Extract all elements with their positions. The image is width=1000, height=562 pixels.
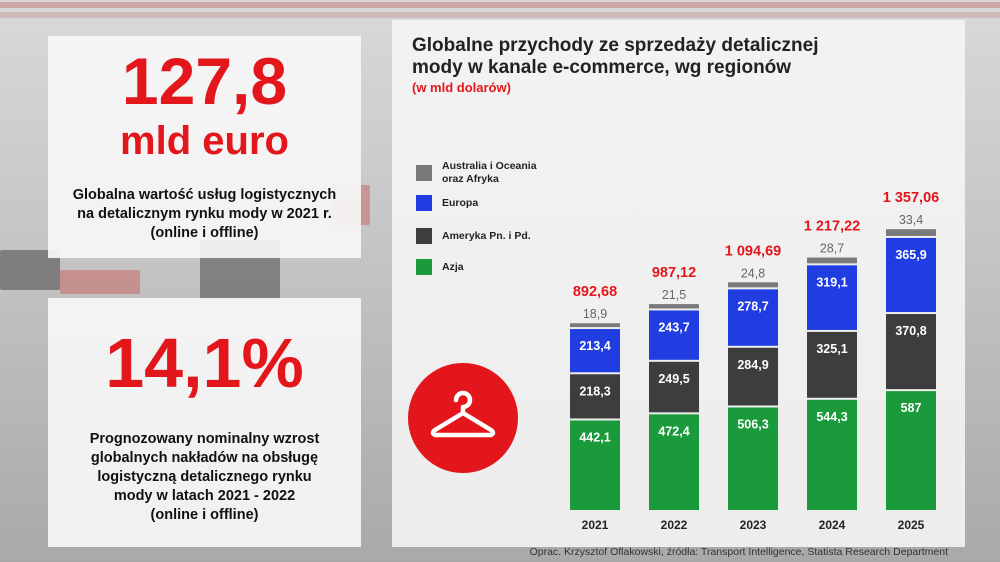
- stat-description-line: Prognozowany nominalny wzrost: [89, 431, 320, 447]
- legend-swatch: [416, 165, 432, 181]
- legend-label-line: oraz Afryka: [442, 173, 499, 185]
- legend-label: Azja: [442, 260, 464, 273]
- legend-swatch: [416, 195, 432, 211]
- legend-item-azja: Azja: [416, 259, 464, 275]
- stat-description: Prognozowany nominalny wzrost globalnych…: [48, 430, 361, 525]
- chart-title-line: Globalne przychody ze sprzedaży detalicz…: [412, 35, 819, 56]
- stat-description-line: (online i offline): [150, 225, 259, 241]
- stat-description-line: logistyczną detalicznego rynku: [97, 469, 312, 485]
- stat-description-line: Globalna wartość usług logistycznych: [72, 187, 337, 203]
- stat-number: 14,1%: [105, 324, 304, 402]
- background-stripe: [0, 2, 1000, 8]
- hanger-icon: [408, 363, 518, 473]
- stat-number: 127,8: [121, 44, 288, 118]
- legend-item-europa: Europa: [416, 195, 478, 211]
- hanger-icon-graphic: [430, 390, 496, 438]
- legend-swatch: [416, 259, 432, 275]
- stat-panel-growth: 14,1% Prognozowany nominalny wzrost glob…: [48, 298, 361, 547]
- stat-description-line: mody w latach 2021 - 2022: [113, 488, 296, 504]
- legend-label-line: Australia i Oceania: [442, 160, 537, 172]
- stat-description: Globalna wartość usług logistycznych na …: [48, 186, 361, 243]
- stat-description-line: na detalicznym rynku mody w 2021 r.: [77, 206, 332, 222]
- stat-unit: mld euro: [120, 119, 289, 163]
- legend-label: Europa: [442, 196, 479, 209]
- legend-item-ameryka: Ameryka Pn. i Pd.: [416, 228, 531, 244]
- source-footnote: Oprac. Krzysztof Oflakowski, źródła: Tra…: [529, 546, 948, 558]
- background-box: [60, 270, 140, 294]
- stat-description-line: globalnych nakładów na obsługę: [90, 450, 319, 466]
- chart-subtitle: (w mld dolarów): [412, 80, 511, 95]
- chart-title-line: mody w kanale e-commerce, wg regionów: [412, 57, 792, 78]
- legend-label: Ameryka Pn. i Pd.: [442, 229, 531, 242]
- legend-item-australia: Australia i Oceania oraz Afryka: [416, 160, 537, 186]
- stat-panel-logistics-value: 127,8 mld euro Globalna wartość usług lo…: [48, 36, 361, 258]
- legend-label: Australia i Oceania oraz Afryka: [442, 160, 537, 186]
- stat-description-line: (online i offline): [150, 507, 259, 523]
- chart-title: Globalne przychody ze sprzedaży detalicz…: [412, 35, 819, 79]
- background-stripe: [0, 12, 1000, 18]
- legend-swatch: [416, 228, 432, 244]
